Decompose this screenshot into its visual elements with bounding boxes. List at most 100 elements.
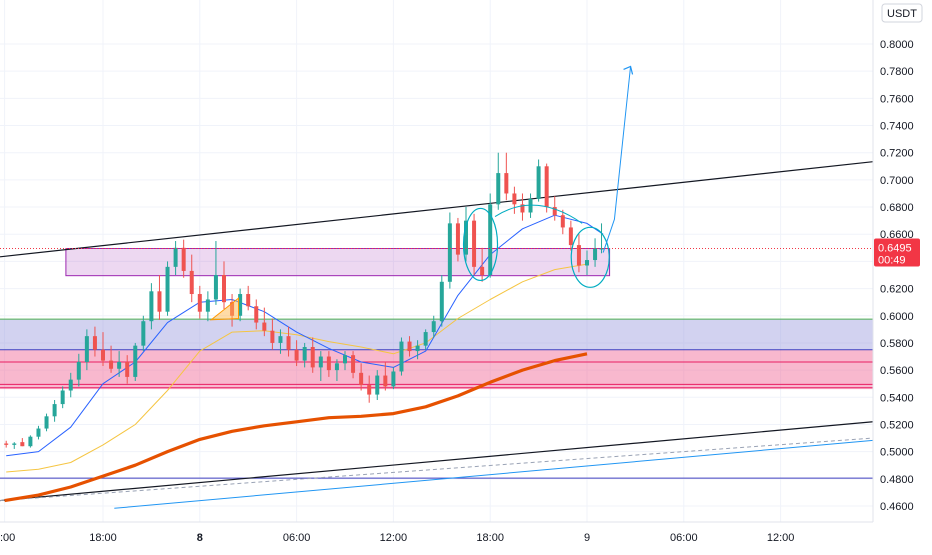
y-tick-label: 0.7800 [880, 66, 914, 78]
dashed-trendline [0, 437, 874, 502]
candle-body [464, 220, 468, 255]
candle-body [238, 294, 243, 316]
circle-annotation [462, 207, 499, 282]
y-tick-label: 0.6200 [880, 284, 914, 296]
candle-body [92, 336, 97, 350]
y-tick-label: 0.6600 [880, 229, 914, 241]
y-tick-label: 0.4800 [880, 474, 914, 486]
candle-body [157, 291, 162, 312]
trendlines [0, 161, 874, 509]
candle-body [375, 375, 380, 395]
ma-slow-line [4, 352, 588, 503]
candle-body [117, 361, 122, 369]
candle-body [423, 332, 428, 346]
candle-body [222, 275, 226, 303]
triangle-pattern [209, 297, 240, 321]
candle-body [528, 198, 533, 213]
x-tick-label: 06:00 [670, 532, 698, 544]
candle-body [165, 266, 170, 312]
projection-arrow [602, 66, 632, 253]
candle-body [568, 227, 573, 246]
candle-body [84, 336, 89, 362]
candle-body [4, 443, 9, 445]
candle-body [270, 330, 275, 343]
y-tick-label: 0.8000 [880, 39, 914, 51]
candle-body [44, 416, 49, 429]
ma-mid-line [6, 263, 588, 473]
lower-trendline [0, 421, 874, 502]
x-tick-label: 18:00 [476, 532, 504, 544]
candle-body [262, 322, 267, 331]
candle-body [383, 375, 388, 387]
y-tick-label: 0.6800 [880, 202, 914, 214]
x-tick-label: 06:00 [283, 532, 311, 544]
projection-arrow-head [623, 65, 634, 75]
candle-body [480, 266, 485, 275]
candle-body [391, 371, 396, 387]
x-tick-label: 9 [584, 532, 590, 544]
y-tick-label: 0.7400 [880, 121, 914, 133]
axes: 0.8000 0.7800 0.7600 0.7400 0.7200 0.7000 0.68… [0, 0, 923, 544]
y-tick-label: 0.4600 [880, 501, 914, 513]
candle-body [552, 207, 557, 216]
candle-body [125, 361, 130, 377]
candle-body [76, 361, 81, 380]
candle-body [205, 299, 210, 312]
blue-trendline [114, 439, 874, 509]
circle-annotation [570, 226, 610, 288]
y-tick-label: 0.5600 [880, 365, 914, 377]
candle-body [197, 294, 202, 312]
candle-body [12, 443, 17, 445]
resistance-box [65, 248, 611, 277]
x-tick-label: 18:00 [89, 532, 117, 544]
candle-body [294, 349, 299, 361]
currency-label: USDT [887, 8, 917, 20]
candle-body [68, 379, 73, 391]
candle-body [60, 390, 65, 405]
curve-annotation [494, 204, 583, 224]
candle-body [599, 248, 604, 250]
candle-body [173, 247, 178, 267]
annotations [0, 65, 873, 321]
x-tick-label: 12:00 [380, 532, 408, 544]
countdown-label: 00:49 [878, 255, 906, 267]
last-price-badge [874, 238, 920, 267]
candle-body [593, 248, 598, 261]
upper-trendline [0, 161, 874, 258]
zones [0, 248, 873, 479]
candle-body [28, 436, 33, 447]
candle-body [310, 347, 315, 368]
candle-body [181, 247, 186, 271]
candle-body [520, 204, 525, 213]
candle-body [576, 245, 581, 266]
x-tick-label: :00 [0, 532, 15, 544]
candle-body [472, 220, 477, 267]
candle-body [36, 428, 41, 437]
y-tick-label: 0.5800 [880, 338, 914, 350]
candle-body [407, 341, 412, 352]
candles [4, 152, 604, 449]
y-tick-label: 0.5000 [880, 447, 914, 459]
candle-body [20, 442, 25, 447]
y-tick-label: 0.6000 [880, 311, 914, 323]
candle-body [431, 321, 436, 333]
candle-body [189, 270, 194, 295]
candle-body [536, 166, 541, 199]
candle-body [399, 341, 404, 372]
candle-body [439, 281, 444, 322]
candle-body [585, 260, 589, 266]
candle-body [286, 336, 291, 350]
candle-body [213, 275, 218, 300]
candle-body [334, 363, 339, 371]
candle-body [246, 294, 251, 307]
y-tick-label: 0.5400 [880, 392, 914, 404]
y-tick-label: 0.7600 [880, 93, 914, 105]
last-price-label: 0.6495 [878, 243, 912, 255]
candle-body [351, 355, 356, 373]
candle-body [544, 166, 549, 208]
candle-body [488, 204, 493, 275]
candle-body [141, 321, 146, 346]
candle-body [359, 372, 364, 386]
